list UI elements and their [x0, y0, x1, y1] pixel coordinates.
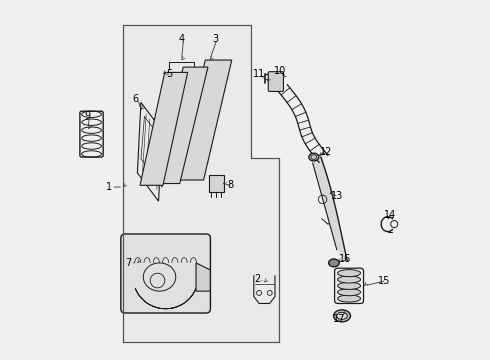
Polygon shape: [196, 263, 210, 291]
Text: 5: 5: [166, 69, 172, 79]
Text: 7: 7: [125, 258, 132, 268]
Text: 6: 6: [133, 94, 139, 104]
Text: 4: 4: [178, 34, 185, 44]
Ellipse shape: [338, 276, 361, 283]
Polygon shape: [313, 157, 347, 261]
Polygon shape: [123, 25, 278, 342]
Text: 14: 14: [384, 210, 396, 220]
Text: 17: 17: [333, 314, 346, 324]
Text: 11: 11: [253, 69, 265, 79]
Text: 8: 8: [228, 180, 234, 190]
FancyBboxPatch shape: [269, 72, 283, 91]
Ellipse shape: [334, 310, 350, 322]
Polygon shape: [140, 72, 188, 185]
Text: 15: 15: [378, 275, 391, 285]
Polygon shape: [177, 60, 232, 180]
Text: 13: 13: [331, 191, 343, 201]
FancyBboxPatch shape: [209, 175, 224, 192]
Ellipse shape: [338, 289, 361, 296]
Text: 3: 3: [212, 34, 218, 44]
Ellipse shape: [329, 259, 339, 267]
Polygon shape: [155, 67, 208, 184]
Text: 1: 1: [106, 182, 112, 192]
Ellipse shape: [338, 295, 361, 302]
Ellipse shape: [309, 153, 318, 161]
Text: 9: 9: [84, 112, 90, 121]
Text: 16: 16: [340, 255, 352, 264]
Ellipse shape: [338, 282, 361, 289]
Text: 2: 2: [254, 274, 261, 284]
Text: 12: 12: [320, 147, 332, 157]
Text: 10: 10: [274, 66, 286, 76]
FancyBboxPatch shape: [121, 234, 210, 313]
Ellipse shape: [338, 270, 361, 277]
Ellipse shape: [337, 312, 347, 319]
